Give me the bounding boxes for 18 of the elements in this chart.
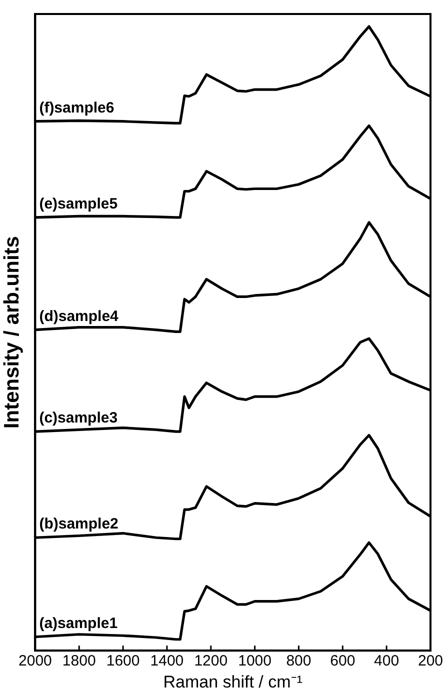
x-tick-label: 200 bbox=[418, 652, 443, 670]
x-tick-label: 1000 bbox=[238, 652, 272, 670]
x-tick-label: 1400 bbox=[150, 652, 184, 670]
series-label: (b)sample2 bbox=[39, 516, 118, 533]
x-tick-label: 1200 bbox=[194, 652, 228, 670]
x-tick-label: 400 bbox=[374, 652, 400, 670]
series-label: (d)sample4 bbox=[39, 308, 120, 325]
x-tick-label: 600 bbox=[330, 652, 356, 670]
series-label: (f)sample6 bbox=[39, 99, 114, 116]
y-axis-title: Intensity / arb.units bbox=[0, 236, 24, 429]
x-tick-label: 1600 bbox=[106, 652, 140, 670]
x-tick-label: 800 bbox=[286, 652, 312, 670]
series-label: (a)sample1 bbox=[39, 614, 118, 632]
x-axis-title: Raman shift / cm⁻¹ bbox=[163, 672, 303, 692]
series-label: (c)sample3 bbox=[39, 410, 118, 427]
series-label: (e)sample5 bbox=[39, 195, 118, 212]
x-tick-label: 2000 bbox=[18, 652, 52, 670]
x-tick-label: 1800 bbox=[62, 652, 96, 670]
